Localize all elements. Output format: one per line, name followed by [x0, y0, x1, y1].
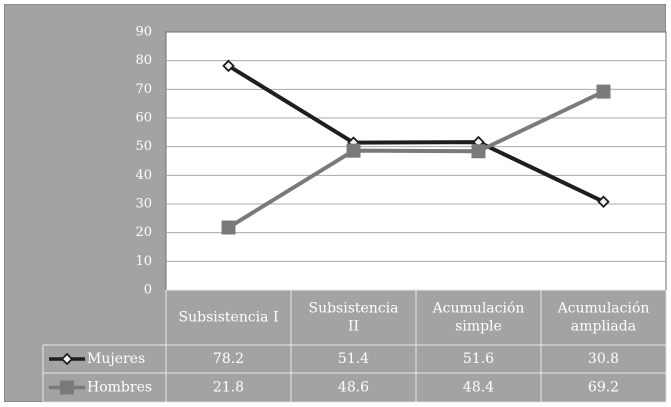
series-line-hombres [227, 89, 605, 230]
category-label: II [348, 319, 359, 335]
y-tick-label: 30 [135, 197, 152, 212]
data-label: 21.8 [213, 380, 244, 396]
data-point-mujeres [222, 59, 235, 73]
legend-label-mujeres: Mujeres [87, 351, 145, 367]
data-label: 78.2 [213, 351, 244, 367]
y-tick-label: 50 [135, 139, 152, 154]
plot-area [165, 31, 667, 291]
y-tick-label: 20 [135, 225, 152, 240]
data-label: 48.4 [463, 380, 494, 396]
category-label: ampliada [571, 319, 636, 335]
y-tick-label: 70 [135, 82, 152, 97]
data-label: 69.2 [588, 380, 619, 396]
series-line-mujeres [227, 64, 605, 204]
data-point-hombres [346, 143, 361, 158]
category-label: Subsistencia [308, 301, 398, 317]
y-tick-label: 90 [135, 25, 152, 40]
y-tick-label: 80 [135, 53, 152, 68]
y-tick-label: 40 [135, 168, 152, 183]
data-label: 48.6 [338, 380, 369, 396]
data-point-hombres [596, 84, 611, 99]
category-label: simple [455, 319, 502, 335]
line-chart: 0 10 20 30 40 50 60 70 80 90 Subsistencia I Subsis… [42, 25, 667, 403]
y-tick-label: 10 [135, 254, 152, 269]
y-tick-label: 0 [144, 283, 152, 298]
data-label: 30.8 [588, 351, 619, 367]
data-point-hombres [221, 220, 236, 235]
data-point-mujeres [597, 195, 610, 208]
legend-key-marker [60, 352, 74, 366]
category-label: Acumulación [432, 301, 525, 317]
category-label: Subsistencia I [179, 310, 279, 326]
legend-key-marker [60, 380, 74, 395]
data-point-hombres [471, 144, 486, 159]
data-label: 51.6 [463, 351, 494, 367]
legend-label-hombres: Hombres [87, 380, 152, 396]
data-label: 51.4 [338, 351, 369, 367]
category-label: Acumulación [557, 301, 650, 317]
chart-frame: 0 10 20 30 40 50 60 70 80 90 Subsistencia I Subsis… [4, 4, 667, 403]
y-tick-label: 60 [135, 111, 152, 126]
